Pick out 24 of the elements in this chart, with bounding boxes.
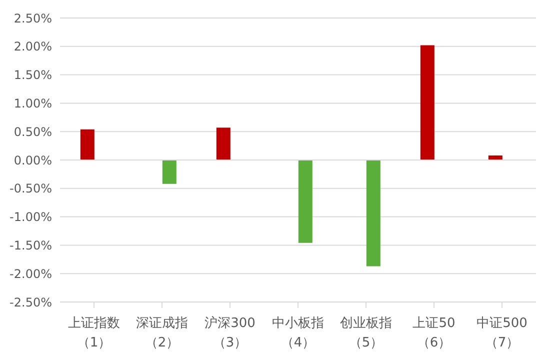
x-tick-label: 上证50（6） <box>412 316 456 350</box>
y-tick-label: 2.50% <box>14 11 52 26</box>
x-tick-label: 创业板指（5） <box>340 316 392 350</box>
bar <box>80 129 94 160</box>
bar <box>298 160 312 243</box>
y-tick-label: -0.50% <box>10 182 52 196</box>
bar <box>162 160 176 184</box>
x-tick-label: 沪深300（3） <box>204 315 256 350</box>
x-tick-label: 深证成指（2） <box>136 316 188 350</box>
x-tick-label: 中证500（7） <box>476 316 528 350</box>
y-tick-label: -2.00% <box>10 266 52 281</box>
y-tick-label: 2.00% <box>14 40 52 54</box>
y-tick-label: 0.00% <box>14 153 52 168</box>
bar <box>366 160 380 266</box>
y-tick-label: -1.50% <box>10 238 52 252</box>
y-tick-label: -2.50% <box>10 295 52 310</box>
y-tick-label: 0.50% <box>14 124 52 139</box>
y-tick-label: -1.00% <box>10 210 52 224</box>
x-tick-label: 上证指数（1） <box>68 316 120 350</box>
bar <box>216 128 230 160</box>
bar <box>420 45 434 160</box>
y-tick-label: 1.50% <box>14 68 52 82</box>
y-tick-label: 1.00% <box>14 96 52 110</box>
x-tick-label: 中小板指（4） <box>272 316 324 350</box>
